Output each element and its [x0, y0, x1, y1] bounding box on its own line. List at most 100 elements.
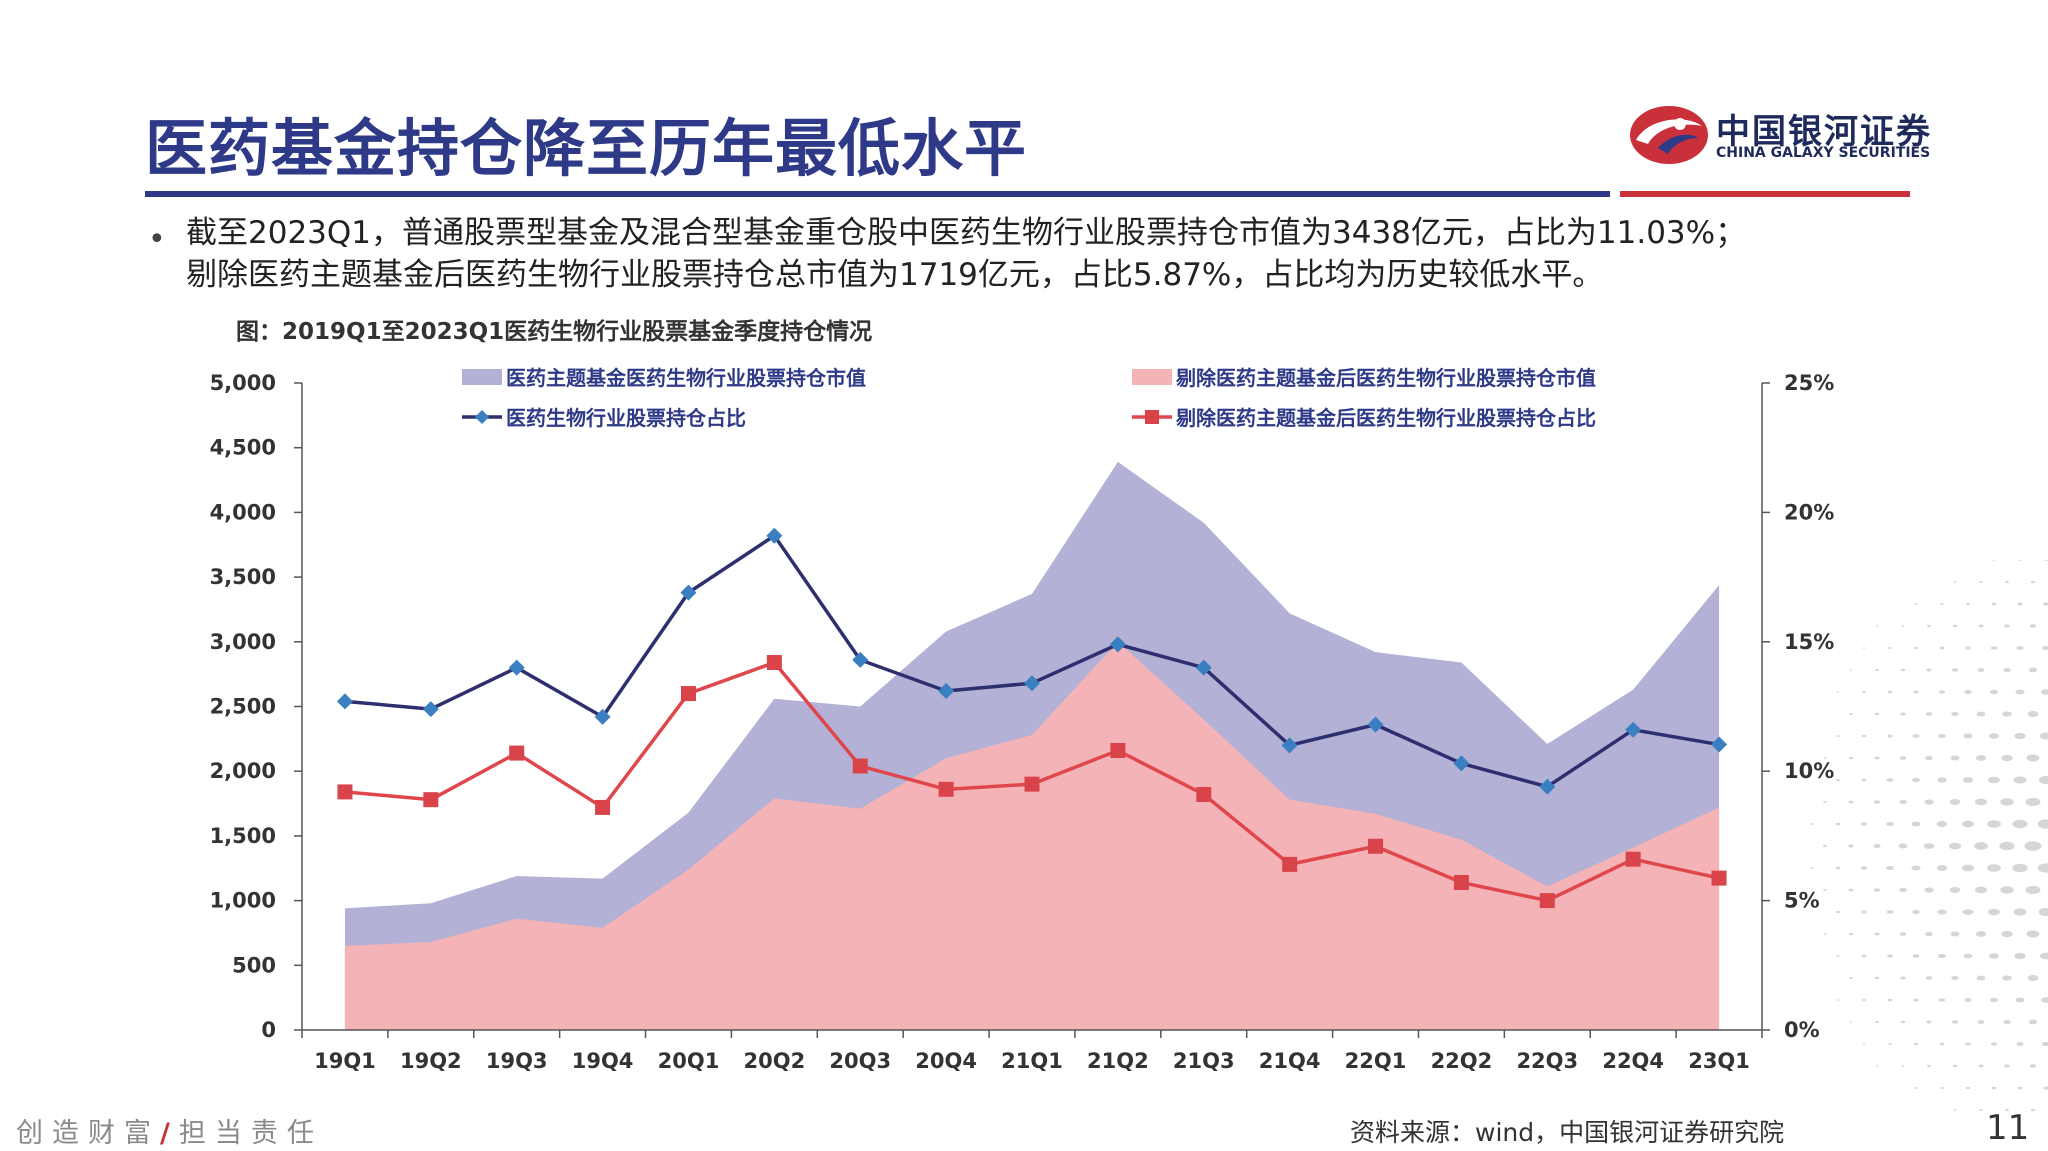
square-marker [1625, 851, 1641, 867]
logo-chinese-name: 中国银河证券 [1716, 112, 1932, 152]
decorative-dot [1926, 668, 1932, 672]
decorative-dot [1989, 997, 1999, 1003]
decorative-dot [1965, 646, 1971, 650]
left-tick-label: 2,000 [210, 759, 276, 783]
decorative-dot [1900, 668, 1906, 672]
decorative-dot [2038, 907, 2048, 917]
decorative-dot [2025, 885, 2041, 895]
decorative-dot [1911, 865, 1921, 871]
diamond-marker [336, 693, 353, 710]
decorative-dot [1849, 669, 1853, 671]
decorative-dot [1886, 910, 1894, 914]
decorative-dot [2000, 798, 2014, 806]
square-marker [1196, 786, 1212, 802]
x-tick-label: 21Q3 [1173, 1049, 1235, 1073]
decorative-dot [1988, 776, 2000, 784]
decorative-dot [1873, 888, 1881, 892]
decorative-dot [1899, 756, 1907, 760]
diamond-marker [1711, 736, 1728, 753]
decorative-dot [1849, 977, 1853, 979]
decorative-dot [1950, 755, 1960, 761]
decorative-dot [2016, 1042, 2024, 1046]
x-tick-label: 20Q4 [915, 1049, 977, 1073]
decorative-dot [1874, 756, 1880, 760]
decorative-dot [1974, 842, 1988, 850]
decorative-dot [2016, 646, 2024, 650]
decorative-dot [2002, 711, 2012, 717]
decorative-dot [1937, 909, 1947, 915]
decorative-dot [1951, 1020, 1959, 1024]
decorative-dot [1836, 735, 1840, 737]
legend-diamond-marker [475, 410, 489, 424]
decorative-dot [1964, 997, 1972, 1003]
decorative-dot [1926, 1020, 1932, 1024]
decorative-dot [1912, 777, 1920, 783]
decorative-dot [1823, 889, 1827, 891]
legend-square-marker [1145, 410, 1159, 424]
diamond-marker [1281, 737, 1298, 754]
decorative-dot [2000, 886, 2014, 894]
left-tick-label: 3,500 [210, 565, 276, 589]
x-tick-label: 19Q4 [572, 1049, 634, 1073]
decorative-dot [1949, 887, 1961, 893]
decorative-dot [1860, 822, 1868, 826]
decorative-dot [1951, 668, 1959, 672]
decorative-dot [1875, 625, 1879, 627]
decorative-dot [1862, 690, 1866, 694]
square-marker [1110, 742, 1126, 758]
decorative-dot [2040, 689, 2048, 695]
decorative-dot [1990, 1042, 1998, 1046]
decorative-dot [1989, 689, 1999, 695]
square-marker [423, 792, 439, 808]
x-tick-label: 22Q4 [1602, 1049, 1664, 1073]
decorative-dot [2043, 602, 2048, 606]
square-marker [1024, 776, 1040, 792]
right-tick-label: 25% [1784, 371, 1834, 395]
x-tick-label: 21Q2 [1087, 1049, 1149, 1073]
decorative-dot [1953, 1109, 1957, 1111]
x-tick-label: 19Q3 [486, 1049, 548, 1073]
square-marker [337, 784, 353, 800]
diamond-marker [508, 659, 525, 676]
decorative-dot [1888, 647, 1892, 649]
decorative-dot [2024, 841, 2042, 851]
decorative-dot [1887, 690, 1893, 694]
decorative-dot [1949, 799, 1961, 805]
decorative-dot [1914, 1087, 1918, 1089]
square-marker [1453, 874, 1469, 890]
decorative-dot [1836, 691, 1840, 693]
decorative-dot [1950, 931, 1960, 937]
decorative-dot [1874, 976, 1880, 980]
decorative-dot [1936, 865, 1948, 871]
decorative-dot [1961, 864, 1975, 872]
decorative-dot [1900, 1020, 1906, 1024]
decorative-dot [1979, 1109, 1983, 1111]
decorative-dot [2014, 952, 2026, 960]
decorative-dot [1925, 755, 1933, 761]
decorative-dot [1848, 888, 1854, 892]
x-tick-label: 22Q3 [1516, 1049, 1578, 1073]
data-source-note: 资料来源：wind，中国银河证券研究院 [1350, 1118, 1785, 1147]
decorative-dot [2002, 975, 2012, 981]
decorative-dot [2027, 711, 2039, 717]
decorative-dot [2012, 863, 2028, 873]
decorative-dot [2013, 908, 2027, 916]
decorative-dot [2026, 754, 2040, 762]
footer-slogan: 创造财富/担当责任 [16, 1111, 323, 1150]
left-tick-label: 5,000 [210, 371, 276, 395]
decorative-dot [2005, 580, 2009, 584]
decorative-dot [1874, 932, 1880, 936]
decorative-dot [1913, 646, 1919, 650]
square-marker [938, 781, 954, 797]
decorative-dot [1875, 668, 1879, 672]
left-tick-label: 500 [232, 953, 276, 977]
right-tick-label: 20% [1784, 500, 1834, 524]
left-tick-label: 3,000 [210, 630, 276, 654]
slogan-part-a: 创造财富 [16, 1118, 160, 1149]
decorative-dot [1988, 733, 2000, 739]
decorative-dot [1849, 713, 1853, 715]
decorative-dot [1961, 820, 1975, 828]
decorative-dot [1927, 624, 1931, 628]
diamond-marker [1024, 675, 1040, 692]
decorative-dot [1976, 711, 1986, 717]
